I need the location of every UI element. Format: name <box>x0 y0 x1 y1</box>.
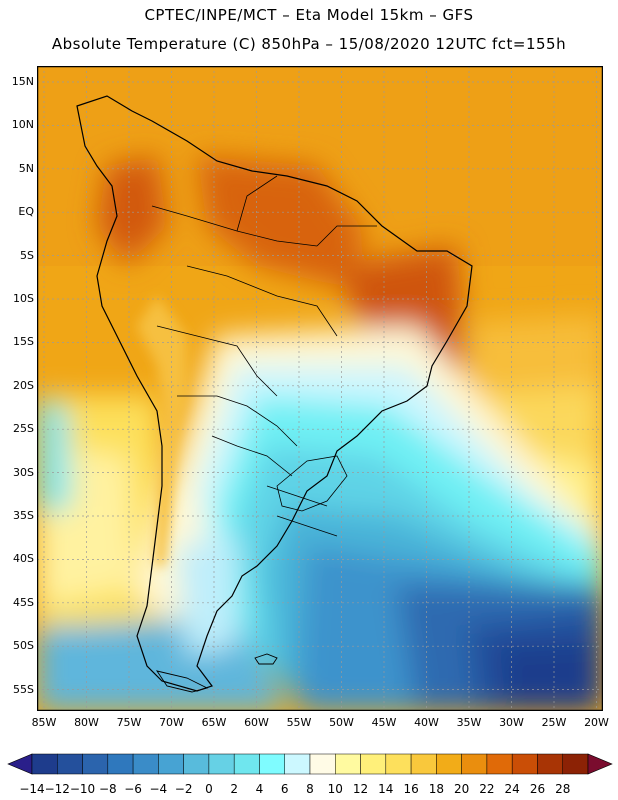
colorbar-swatch <box>335 753 361 775</box>
colorbar-tick-label: −6 <box>124 782 142 796</box>
field-patagonia <box>177 536 237 656</box>
longitude-label: 60W <box>244 716 269 729</box>
longitude-label: 20W <box>584 716 609 729</box>
latitude-label: 10S <box>13 292 34 305</box>
colorbar-tick-label: 12 <box>352 782 369 796</box>
colorbar-swatch <box>511 753 538 775</box>
colorbar-tick-label: 20 <box>453 782 470 796</box>
colorbar-swatch <box>385 753 412 775</box>
colorbar-tick-label: 18 <box>428 782 444 796</box>
colorbar-tick-label: −14 <box>19 782 45 796</box>
colorbar-tick-label: 22 <box>479 782 495 796</box>
colorbar-tick-label: −8 <box>98 782 117 796</box>
colorbar-tick-label: 10 <box>327 782 343 796</box>
colorbar-tick-label: 0 <box>205 782 213 796</box>
country-borders <box>151 175 377 537</box>
longitude-label: 25W <box>541 716 567 729</box>
latitude-label: 50S <box>13 639 34 653</box>
latitude-label: 15N <box>11 75 34 88</box>
colorbar-swatch <box>537 753 563 775</box>
colorbar-tick-label: 8 <box>306 782 314 796</box>
field-colombia-hot <box>97 156 167 266</box>
latitude-label: 45S <box>13 595 34 609</box>
colorbar-swatch <box>208 753 235 775</box>
colorbar-tick-label: −2 <box>174 782 193 796</box>
colorbar-tick-label: −12 <box>44 782 70 796</box>
colorbar-swatch <box>284 753 311 775</box>
lat-lon-grid <box>37 66 603 711</box>
map-frame <box>37 66 603 711</box>
longitude-label: 45W <box>371 716 397 729</box>
tierra-del-fuego <box>155 670 209 693</box>
field-band-minus12 <box>497 641 603 711</box>
latitude-label: 10N <box>11 118 34 132</box>
colorbar-tick-label: 14 <box>378 782 394 796</box>
field-pacific-cold <box>37 396 72 516</box>
longitude-label: 80W <box>74 716 99 729</box>
longitude-label: 75W <box>116 716 142 729</box>
colorbar-tick-label: 4 <box>255 782 264 796</box>
latitude-label: 25S <box>13 422 34 436</box>
longitude-label: 50W <box>329 716 354 729</box>
temperature-colorbar <box>7 753 613 775</box>
uruguay-outline <box>276 455 348 512</box>
colorbar-swatch <box>233 753 260 775</box>
colorbar-swatch <box>360 753 387 775</box>
colorbar-swatch <box>309 753 336 775</box>
colorbar-swatch <box>107 753 134 775</box>
south-america-coastline <box>76 95 473 692</box>
longitude-label: 40W <box>414 716 439 729</box>
colorbar-tick-label: 26 <box>529 782 546 796</box>
map-title-line-1: CPTEC/INPE/MCT – Eta Model 15km – GFS <box>144 6 474 24</box>
colorbar-tick-label: 28 <box>555 782 571 796</box>
colorbar-swatch <box>486 753 513 775</box>
latitude-label: EQ <box>18 205 34 219</box>
latitude-label: 40S <box>13 552 34 566</box>
colorbar-swatch <box>436 753 462 775</box>
colorbar-swatch <box>158 753 184 775</box>
latitude-label: 20S <box>13 378 34 392</box>
colorbar-swatch <box>31 753 58 775</box>
colorbar-swatch <box>562 753 589 775</box>
colorbar-swatch <box>183 753 210 775</box>
latitude-label: 35S <box>13 509 34 522</box>
latitude-label: 5N <box>18 161 34 175</box>
colorbar-swatch <box>82 753 109 775</box>
colorbar-over-arrow <box>587 753 613 775</box>
colorbar-tick-label: −4 <box>149 782 168 796</box>
longitude-label: 65W <box>201 716 227 729</box>
colorbar-tick-label: 16 <box>403 782 419 796</box>
colorbar-under-arrow <box>7 753 33 775</box>
falkland-islands <box>254 653 278 665</box>
field-andes-ridge <box>137 296 187 566</box>
map-panel <box>37 66 603 711</box>
longitude-label: 35W <box>456 716 482 729</box>
colorbar-tick-label: 6 <box>280 782 289 796</box>
latitude-label: 55S <box>13 682 34 696</box>
colorbar-swatch <box>410 753 437 775</box>
field-amazon-hot <box>197 156 367 286</box>
colorbar-swatch <box>461 753 488 775</box>
longitude-label: 30W <box>499 716 524 729</box>
colorbar-tick-label: −10 <box>69 782 96 796</box>
map-title-line-2: Absolute Temperature (C) 850hPa – 15/08/… <box>51 35 567 53</box>
colorbar-swatch <box>259 753 285 775</box>
longitude-label: 70W <box>159 716 184 729</box>
longitude-label: 55W <box>286 716 312 729</box>
longitude-label: 85W <box>31 716 57 729</box>
colorbar-swatch <box>132 753 159 775</box>
latitude-label: 30S <box>13 465 34 479</box>
colorbar-tick-label: 24 <box>504 782 520 796</box>
latitude-label: 5S <box>20 248 34 262</box>
colorbar-swatch <box>57 753 83 775</box>
temperature-field-map <box>37 66 603 711</box>
latitude-label: 15S <box>13 335 34 349</box>
colorbar-tick-label: 2 <box>230 782 238 796</box>
